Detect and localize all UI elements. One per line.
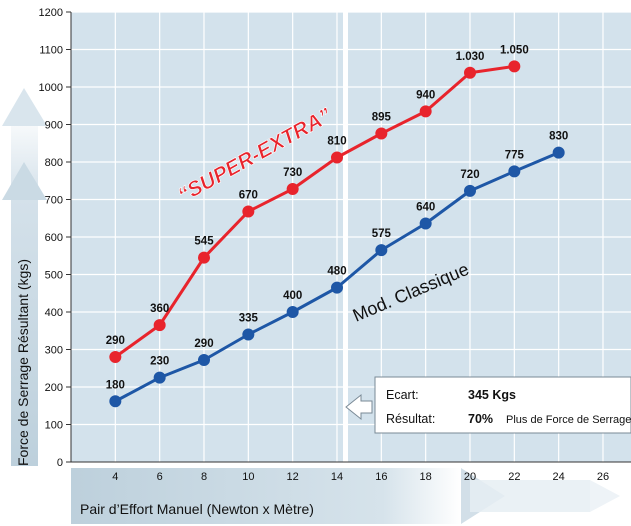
data-point <box>153 319 166 332</box>
y-tick-label: 600 <box>45 232 63 244</box>
data-point <box>508 60 521 73</box>
highlight-band <box>343 12 348 462</box>
data-label: 480 <box>327 266 346 278</box>
data-point <box>508 165 521 178</box>
series-layer: 290 360 545 670 730 810 895 940 1.030 1.050 180 230… <box>106 44 568 408</box>
y-tick-label: 1200 <box>39 7 63 19</box>
data-label: 1.030 <box>456 51 485 63</box>
x-tick-label: 10 <box>242 471 254 483</box>
data-label: 830 <box>549 131 568 143</box>
y-tick-label: 500 <box>45 270 63 282</box>
data-point <box>286 183 299 195</box>
x-tick-label: 18 <box>420 471 432 483</box>
data-point <box>331 281 343 294</box>
data-label: 640 <box>416 202 435 214</box>
x-axis-arrow <box>71 468 620 524</box>
x-axis-title: Pair d’Effort Manuel (Newton x Mètre) <box>80 501 314 517</box>
data-point <box>286 306 299 318</box>
data-label: 360 <box>150 303 169 315</box>
data-point <box>464 66 476 79</box>
data-label: 575 <box>372 228 392 240</box>
x-tick-label: 4 <box>112 471 118 483</box>
data-label: 895 <box>372 112 392 124</box>
callout-resultat-text: Plus de Force de Serrage <box>506 414 631 426</box>
y-tick-label: 800 <box>45 157 63 169</box>
data-point <box>153 371 166 384</box>
callout-resultat-pct: 70% <box>468 412 493 426</box>
callout-pointer-icon <box>345 393 373 421</box>
data-point <box>419 217 432 230</box>
data-label: 940 <box>416 89 435 101</box>
data-label: 180 <box>106 379 125 391</box>
data-label: 775 <box>505 149 525 161</box>
callout-ecart-label: Ecart: <box>386 388 419 402</box>
data-point <box>552 146 565 159</box>
y-axis-arrow <box>2 88 47 466</box>
data-label: 730 <box>283 167 302 179</box>
series-line <box>114 64 515 359</box>
data-point <box>331 151 343 164</box>
data-label: 335 <box>239 313 259 325</box>
x-tick-label: 24 <box>553 471 565 483</box>
y-tick-label: 400 <box>45 307 63 319</box>
y-tick-label: 1000 <box>39 82 63 94</box>
y-tick-label: 300 <box>45 345 63 357</box>
data-point <box>375 244 388 257</box>
data-label: 290 <box>106 335 125 347</box>
x-tick-label: 26 <box>597 471 609 483</box>
y-tick-label: 200 <box>45 382 63 394</box>
y-tick-label: 900 <box>45 120 63 132</box>
series-super-extra: 290 360 545 670 730 810 895 940 1.030 1.050 <box>106 44 529 363</box>
y-tick-label: 700 <box>45 195 63 207</box>
data-point <box>375 127 388 140</box>
y-axis: 0 100 200 300 400 500 600 700 800 900 1000 1100 1200 <box>39 7 72 469</box>
x-tick-label: 6 <box>157 471 163 483</box>
data-label: 1.050 <box>500 44 529 56</box>
data-point <box>109 351 122 363</box>
data-point <box>419 105 432 118</box>
x-tick-label: 14 <box>331 471 343 483</box>
data-point <box>242 328 255 341</box>
data-label: 810 <box>327 136 346 148</box>
data-label: 290 <box>194 338 213 350</box>
data-label: 400 <box>283 290 302 302</box>
x-tick-label: 16 <box>375 471 387 483</box>
data-point <box>464 184 476 197</box>
x-axis: 4 6 8 10 12 14 16 18 20 22 24 26 <box>71 461 631 483</box>
data-point <box>198 354 210 366</box>
x-tick-label: 12 <box>287 471 299 483</box>
series-classique: 180 230 290 335 400 480 575 640 720 775 830 <box>106 131 568 408</box>
callout-ecart-value: 345 Kgs <box>468 388 516 402</box>
callout: Ecart: 345 Kgs Résultat: 70% Plus de For… <box>345 376 631 434</box>
data-point <box>242 205 255 218</box>
data-label: 230 <box>150 356 169 368</box>
y-tick-label: 0 <box>57 457 63 469</box>
data-label: 720 <box>460 169 479 181</box>
x-tick-label: 22 <box>508 471 520 483</box>
callout-resultat-label: Résultat: <box>386 412 435 426</box>
y-axis-title: Force de Serrage Résultant (kgs) <box>15 259 31 466</box>
x-tick-label: 20 <box>464 471 476 483</box>
data-point <box>109 395 122 408</box>
y-tick-label: 100 <box>45 420 63 432</box>
data-point <box>198 251 210 264</box>
data-label: 670 <box>239 190 258 202</box>
x-tick-label: 8 <box>201 471 207 483</box>
data-label: 545 <box>194 236 214 248</box>
y-tick-label: 1100 <box>39 45 63 57</box>
callout-box <box>374 376 631 434</box>
